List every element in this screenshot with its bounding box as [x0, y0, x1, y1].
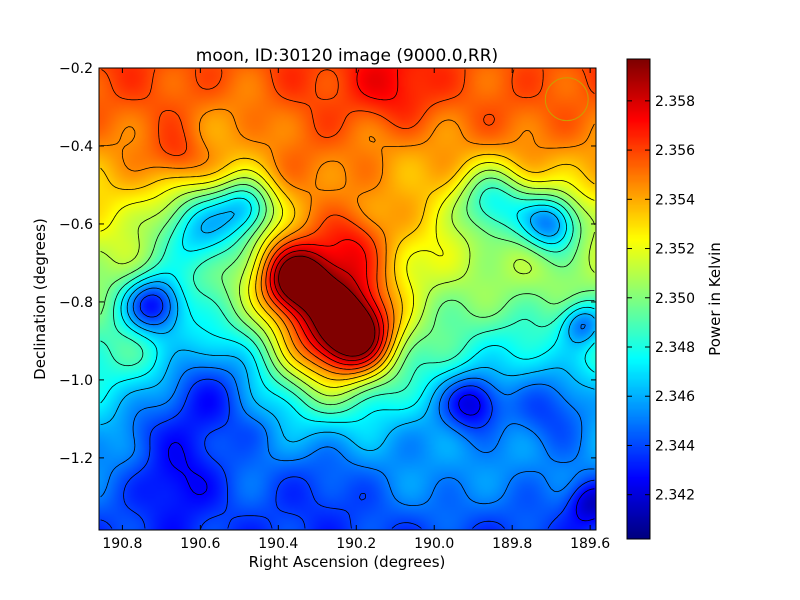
colorbar-ticks: 2.342 2.344 2.346 2.348 2.350 2.352 2.354 2.356… — [627, 94, 695, 504]
y-tick-label: −0.6 — [59, 217, 93, 233]
heatmap-image — [99, 68, 596, 530]
y-axis-label: Declination (degrees) — [31, 218, 49, 380]
colorbar-tick-label: 2.352 — [655, 242, 695, 258]
x-tick-label: 190.6 — [180, 536, 220, 552]
colorbar-label: Power in Kelvin — [706, 242, 724, 356]
colorbar-tick-label: 2.344 — [655, 438, 695, 454]
colorbar-gradient — [627, 59, 650, 539]
heatmap-area — [99, 68, 596, 530]
colorbar-frame — [626, 58, 651, 540]
x-tick-label: 189.6 — [570, 536, 610, 552]
contour-line — [100, 177, 595, 406]
x-axis-label: Right Ascension (degrees) — [249, 553, 446, 571]
x-tick-label: 190.2 — [336, 536, 376, 552]
contour-line — [100, 294, 595, 529]
y-tick-label: −0.8 — [59, 295, 93, 311]
y-tick-label: −1.0 — [59, 373, 93, 389]
contour-line — [168, 394, 595, 522]
plot-frame — [98, 67, 597, 531]
contour-line — [100, 153, 595, 381]
contour-line — [100, 108, 595, 375]
colorbar-tick-label: 2.348 — [655, 340, 695, 356]
colorbar-tick-label: 2.346 — [655, 389, 695, 405]
x-tick-label: 189.8 — [492, 536, 532, 552]
contour-lines — [100, 69, 595, 529]
x-tick-label: 190.4 — [258, 536, 298, 552]
contour-line — [273, 250, 380, 361]
x-tick-label: 190.0 — [414, 536, 454, 552]
colorbar-tick-label: 2.354 — [655, 192, 695, 208]
chart-title: moon, ID:30120 image (9000.0,RR) — [196, 46, 498, 66]
colorbar-tick-label: 2.350 — [655, 291, 695, 307]
y-tick-label: −0.4 — [59, 139, 93, 155]
contour-line — [100, 187, 595, 414]
contour-line — [101, 69, 595, 370]
contour-line — [269, 69, 399, 366]
colorbar: 2.342 2.344 2.346 2.348 2.350 2.352 2.354 2.356… — [626, 58, 724, 540]
contour-line — [100, 197, 595, 423]
beam-marker — [544, 77, 589, 122]
colorbar-tick-label: 2.342 — [655, 488, 695, 504]
contour-line — [100, 287, 595, 506]
contour-line — [278, 255, 376, 357]
contour-line — [100, 162, 595, 388]
colorbar-tick-label: 2.356 — [655, 143, 695, 159]
x-tick-label: 190.8 — [102, 536, 142, 552]
y-tick-label: −0.2 — [59, 61, 93, 77]
contour-line — [100, 210, 595, 451]
x-axis: 190.8 190.6 190.4 190.2 190.0 189.8 189.6 — [102, 68, 610, 552]
colorbar-tick-label: 2.358 — [655, 94, 695, 110]
y-axis: −0.2 −0.4 −0.6 −0.8 −1.0 −1.2 — [59, 61, 596, 467]
y-tick-label: −1.2 — [59, 451, 93, 467]
contour-line — [100, 169, 595, 397]
